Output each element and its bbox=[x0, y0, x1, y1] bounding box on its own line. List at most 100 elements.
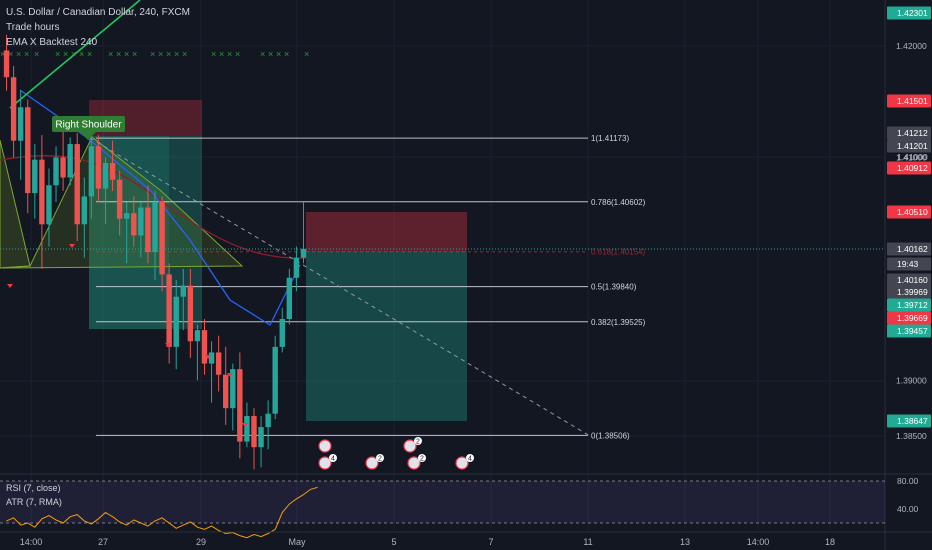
marker-x-19: × bbox=[211, 49, 216, 59]
candle-body-9 bbox=[67, 144, 73, 178]
price-badge-bg-7 bbox=[887, 242, 931, 256]
price-badge-1: 1.41501 bbox=[897, 96, 928, 106]
marker-x-27: × bbox=[304, 49, 309, 59]
x-tick-7: 13 bbox=[680, 537, 690, 547]
candle-body-6 bbox=[46, 185, 52, 225]
rsi-line bbox=[6, 486, 318, 539]
marker-x-15: × bbox=[158, 49, 163, 59]
price-badge-bg-13 bbox=[887, 324, 931, 338]
price-badge-bg-3 bbox=[887, 139, 931, 153]
marker-x-26: × bbox=[284, 49, 289, 59]
x-tick-8: 14:00 bbox=[747, 537, 770, 547]
price-badge-bg-9 bbox=[887, 273, 931, 287]
marker-x-12: × bbox=[124, 49, 129, 59]
marker-x-3: × bbox=[24, 49, 29, 59]
short-position-target bbox=[306, 251, 467, 421]
rsi-tick-1: 40.00 bbox=[897, 504, 919, 514]
x-tick-0: 14:00 bbox=[20, 537, 43, 547]
candle-body-37 bbox=[265, 413, 271, 428]
event-icon-4 bbox=[407, 456, 421, 470]
candle-body-41 bbox=[293, 257, 300, 278]
candle-body-25 bbox=[180, 285, 186, 297]
candle-body-33 bbox=[237, 369, 243, 442]
candle-body-13 bbox=[95, 146, 102, 189]
marker-x-25: × bbox=[276, 49, 281, 59]
event-count-bg-4 bbox=[418, 454, 426, 462]
y-tick-1: 1.41000 bbox=[896, 152, 927, 162]
annotation-pointer bbox=[80, 132, 96, 140]
annotation-bg bbox=[52, 116, 125, 132]
event-count-2: 4 bbox=[331, 456, 335, 463]
rsi-band bbox=[0, 481, 885, 523]
candle-body-20 bbox=[145, 207, 151, 253]
candle-body-17 bbox=[124, 213, 130, 219]
grid-lines bbox=[0, 0, 885, 530]
candle-body-21 bbox=[152, 202, 158, 253]
annotation-right-shoulder: Right Shoulder bbox=[55, 120, 122, 131]
price-badge-6: 1.40510 bbox=[897, 207, 928, 217]
price-badge-bg-2 bbox=[887, 126, 931, 140]
trend-line-down bbox=[89, 137, 591, 437]
marker-x-7: × bbox=[71, 49, 76, 59]
candle-body-38 bbox=[272, 346, 278, 414]
signal-arrow-4 bbox=[227, 373, 233, 377]
price-badge-0: 1.42301 bbox=[897, 8, 928, 18]
legend-trade-hours[interactable]: Trade hours bbox=[6, 22, 60, 33]
candle-body-29 bbox=[208, 352, 215, 364]
candle-body-10 bbox=[74, 144, 80, 225]
legend-atr[interactable]: ATR (7, RMA) bbox=[6, 497, 62, 507]
event-count-3: 2 bbox=[378, 456, 382, 463]
x-tick-5: 7 bbox=[488, 537, 493, 547]
ema-slow bbox=[0, 155, 307, 259]
marker-x-20: × bbox=[219, 49, 224, 59]
fib-label-4: 0.382(1.39525) bbox=[591, 318, 646, 327]
event-icon-1 bbox=[403, 439, 417, 453]
candle-body-36 bbox=[258, 427, 264, 448]
marker-x-1: × bbox=[8, 49, 13, 59]
candle-body-1 bbox=[10, 77, 17, 141]
event-count-bg-1 bbox=[414, 437, 422, 445]
candle-body-22 bbox=[159, 202, 165, 275]
x-tick-3: May bbox=[288, 537, 306, 547]
price-badge-bg-0 bbox=[887, 6, 931, 20]
marker-x-2: × bbox=[16, 49, 21, 59]
event-count-bg-5 bbox=[466, 454, 474, 462]
rsi-legend: RSI (7, close) ATR (7, RMA) bbox=[6, 481, 62, 509]
candle-body-11 bbox=[81, 196, 88, 225]
marker-x-4: × bbox=[34, 49, 39, 59]
price-badge-bg-5 bbox=[887, 161, 931, 175]
x-tick-6: 11 bbox=[583, 537, 592, 547]
event-icon-3 bbox=[365, 456, 379, 470]
price-axis: 1.42000 1.41000 1.39000 1.38500 1.42301 1.415… bbox=[887, 6, 931, 441]
backtest-markers: × × × × × × × × × × × × × × × × × × × × × × × × × × × × bbox=[0, 49, 309, 59]
candle-body-5 bbox=[39, 159, 45, 225]
event-count-4: 2 bbox=[420, 456, 424, 463]
price-badge-5: 1.40912 bbox=[897, 163, 928, 173]
price-badge-13: 1.39457 bbox=[897, 326, 928, 336]
legend-symbol[interactable]: U.S. Dollar / Canadian Dollar, 240, FXCM bbox=[6, 7, 190, 18]
candle-body-0 bbox=[3, 50, 10, 78]
marker-x-5: × bbox=[55, 49, 60, 59]
marker-x-8: × bbox=[79, 49, 84, 59]
y-tick-0: 1.42000 bbox=[896, 41, 927, 51]
trend-line-up bbox=[9, 0, 141, 109]
candle-body-26 bbox=[187, 285, 194, 342]
marker-x-16: × bbox=[166, 49, 171, 59]
marker-x-0: × bbox=[0, 49, 5, 59]
candle-body-8 bbox=[60, 157, 66, 178]
price-badge-10: 1.39969 bbox=[897, 287, 928, 297]
fib-label-0: 1(1.41173) bbox=[591, 134, 629, 143]
event-count-1: 2 bbox=[416, 439, 420, 446]
event-count-5: 4 bbox=[468, 456, 472, 463]
marker-x-9: × bbox=[87, 49, 92, 59]
legend-ema-backtest[interactable]: EMA X Backtest 240 bbox=[6, 37, 98, 48]
legend-rsi[interactable]: RSI (7, close) bbox=[6, 483, 61, 493]
candle-body-28 bbox=[201, 330, 208, 364]
marker-x-24: × bbox=[268, 49, 273, 59]
price-badge-2: 1.41212 bbox=[897, 128, 928, 138]
marker-x-6: × bbox=[63, 49, 68, 59]
x-tick-9: 18 bbox=[825, 537, 835, 547]
fib-label-3: 0.5(1.39840) bbox=[591, 283, 637, 292]
